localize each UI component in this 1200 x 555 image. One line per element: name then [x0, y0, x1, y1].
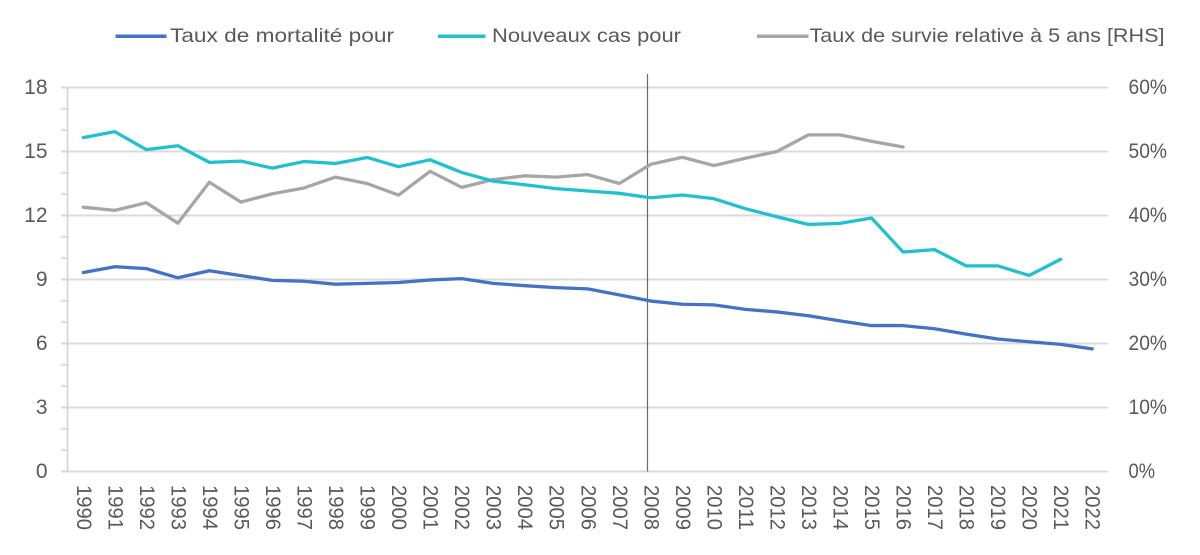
svg-text:30%: 30% [1129, 268, 1168, 291]
svg-text:2019: 2019 [986, 485, 1009, 530]
svg-text:2017: 2017 [923, 485, 946, 530]
svg-text:50%: 50% [1129, 140, 1168, 163]
svg-text:3: 3 [36, 396, 48, 419]
svg-text:9: 9 [36, 268, 48, 291]
svg-text:1999: 1999 [356, 485, 379, 530]
svg-text:Taux de survie relative à 5 an: Taux de survie relative à 5 ans [RHS] [810, 25, 1165, 47]
svg-text:2009: 2009 [671, 485, 694, 530]
svg-text:2020: 2020 [1018, 485, 1041, 530]
svg-text:2016: 2016 [892, 485, 915, 530]
svg-text:1990: 1990 [72, 485, 95, 530]
svg-text:6: 6 [36, 332, 48, 355]
svg-text:2006: 2006 [576, 485, 599, 530]
svg-text:1995: 1995 [229, 485, 252, 530]
svg-text:2007: 2007 [608, 485, 631, 530]
svg-text:2001: 2001 [419, 485, 442, 530]
svg-text:1992: 1992 [135, 485, 158, 530]
svg-text:2004: 2004 [513, 485, 536, 530]
svg-text:1993: 1993 [166, 485, 189, 530]
svg-text:Taux de mortalité pour: Taux de mortalité pour [170, 25, 395, 47]
svg-text:2000: 2000 [387, 485, 410, 530]
svg-text:0%: 0% [1129, 460, 1156, 483]
svg-text:2011: 2011 [734, 485, 757, 530]
svg-text:2012: 2012 [765, 485, 788, 530]
svg-text:2013: 2013 [797, 485, 820, 530]
svg-text:2010: 2010 [702, 485, 725, 530]
svg-text:0: 0 [36, 460, 48, 483]
svg-text:40%: 40% [1129, 204, 1168, 227]
svg-text:1998: 1998 [324, 485, 347, 530]
svg-text:1994: 1994 [198, 485, 221, 530]
svg-text:15: 15 [24, 140, 47, 163]
svg-text:2014: 2014 [828, 485, 851, 530]
svg-text:10%: 10% [1129, 396, 1168, 419]
svg-text:60%: 60% [1129, 76, 1168, 99]
svg-text:2008: 2008 [639, 485, 662, 530]
svg-text:2018: 2018 [955, 485, 978, 530]
svg-text:1991: 1991 [103, 485, 126, 530]
svg-text:2005: 2005 [545, 485, 568, 530]
svg-text:12: 12 [24, 204, 47, 227]
svg-text:1996: 1996 [261, 485, 284, 530]
svg-text:Nouveaux cas pour: Nouveaux cas pour [492, 25, 682, 47]
svg-text:2015: 2015 [860, 485, 883, 530]
svg-text:1997: 1997 [292, 485, 315, 530]
svg-text:2021: 2021 [1049, 485, 1072, 530]
svg-text:20%: 20% [1129, 332, 1168, 355]
svg-text:2002: 2002 [450, 485, 473, 530]
svg-text:2003: 2003 [482, 485, 505, 530]
svg-text:2022: 2022 [1081, 485, 1104, 530]
svg-text:18: 18 [24, 76, 47, 99]
